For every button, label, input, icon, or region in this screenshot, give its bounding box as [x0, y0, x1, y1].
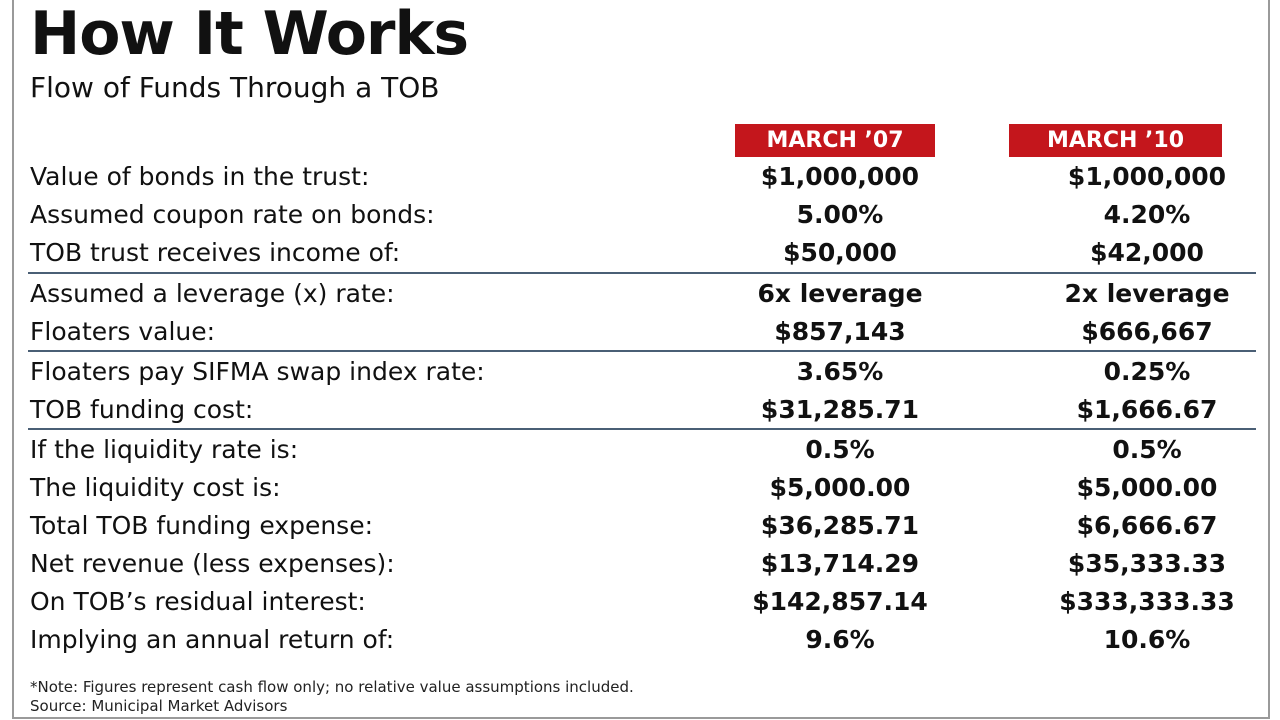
page-subtitle: Flow of Funds Through a TOB: [30, 71, 440, 104]
row-value-march-10: 2x leverage: [1064, 279, 1230, 308]
row-value-march-10: $1,666.67: [1076, 395, 1218, 424]
row-label: TOB trust receives income of:: [30, 238, 401, 267]
section-divider: [28, 350, 1256, 352]
row-value-march-10: $42,000: [1090, 238, 1204, 267]
row-value-march-10: $6,666.67: [1076, 511, 1218, 540]
column-header-march-10: MARCH ’10: [1009, 124, 1222, 157]
row-value-march-10: $333,333.33: [1059, 587, 1235, 616]
row-value-march-07: $13,714.29: [760, 549, 920, 578]
row-value-march-07: 0.5%: [805, 435, 875, 464]
row-label: Value of bonds in the trust:: [30, 162, 370, 191]
row-value-march-10: $1,000,000: [1067, 162, 1227, 191]
row-value-march-07: 5.00%: [796, 200, 884, 229]
row-value-march-07: $142,857.14: [752, 587, 928, 616]
row-value-march-07: $31,285.71: [760, 395, 920, 424]
row-label: Net revenue (less expenses):: [30, 549, 395, 578]
row-value-march-07: $857,143: [774, 317, 906, 346]
row-label: Total TOB funding expense:: [30, 511, 374, 540]
column-header-march-07: MARCH ’07: [735, 124, 935, 157]
page-title: How It Works: [30, 0, 469, 69]
row-label: Floaters value:: [30, 317, 216, 346]
row-label: Floaters pay SIFMA swap index rate:: [30, 357, 485, 386]
row-value-march-10: $666,667: [1081, 317, 1213, 346]
row-value-march-10: 4.20%: [1103, 200, 1191, 229]
row-value-march-07: $1,000,000: [760, 162, 920, 191]
row-label: If the liquidity rate is:: [30, 435, 299, 464]
row-value-march-07: $5,000.00: [769, 473, 911, 502]
row-value-march-10: $5,000.00: [1076, 473, 1218, 502]
row-value-march-07: 3.65%: [796, 357, 884, 386]
row-label: Assumed coupon rate on bonds:: [30, 200, 435, 229]
row-label: Assumed a leverage (x) rate:: [30, 279, 395, 308]
row-value-march-10: $35,333.33: [1067, 549, 1227, 578]
row-label: On TOB’s residual interest:: [30, 587, 366, 616]
row-value-march-10: 10.6%: [1103, 625, 1191, 654]
row-value-march-10: 0.25%: [1103, 357, 1191, 386]
row-label: Implying an annual return of:: [30, 625, 395, 654]
section-divider: [28, 428, 1256, 430]
row-label: TOB funding cost:: [30, 395, 254, 424]
row-value-march-07: $36,285.71: [760, 511, 920, 540]
footnote: *Note: Figures represent cash flow only;…: [30, 678, 634, 696]
row-value-march-07: 6x leverage: [757, 279, 923, 308]
infographic-frame: [12, 0, 1270, 719]
row-value-march-10: 0.5%: [1112, 435, 1182, 464]
source-credit: Source: Municipal Market Advisors: [30, 697, 288, 715]
row-label: The liquidity cost is:: [30, 473, 281, 502]
row-value-march-07: 9.6%: [805, 625, 875, 654]
section-divider: [28, 272, 1256, 274]
row-value-march-07: $50,000: [783, 238, 897, 267]
